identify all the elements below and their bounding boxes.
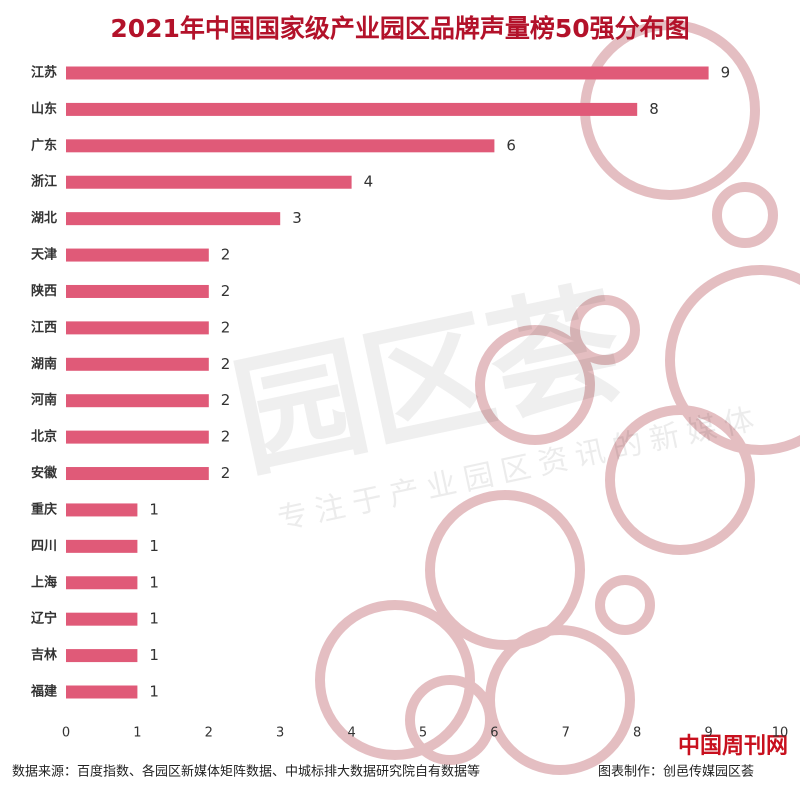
y-tick-label: 湖南 (31, 356, 57, 372)
bar (66, 102, 638, 116)
y-tick-label: 江西 (31, 319, 57, 335)
credit-note: 图表制作：创邑传媒园区荟 (598, 765, 754, 780)
value-label: 2 (221, 464, 231, 482)
y-tick-label: 安徽 (31, 465, 58, 481)
y-tick-label: 吉林 (31, 647, 57, 663)
bar (66, 430, 209, 444)
bar (66, 503, 138, 517)
y-tick-label: 四川 (31, 539, 57, 554)
x-tick-label: 10 (772, 726, 789, 741)
x-tick-label: 2 (205, 726, 213, 741)
value-label: 9 (721, 64, 731, 82)
y-tick-label: 福建 (30, 684, 57, 700)
value-label: 6 (506, 136, 516, 154)
bar (66, 576, 138, 590)
source-note: 数据来源：百度指数、各园区新媒体矩阵数据、中城标排大数据研究院自有数据等 (12, 764, 480, 780)
y-tick-label: 北京 (31, 429, 57, 445)
bar (66, 139, 495, 153)
value-label: 1 (149, 610, 159, 628)
y-tick-label: 湖北 (31, 211, 57, 226)
x-tick-label: 5 (419, 726, 427, 741)
value-label: 2 (221, 428, 231, 446)
value-label: 1 (149, 573, 159, 591)
gear-decoration (315, 20, 800, 775)
value-label: 1 (149, 537, 159, 555)
value-label: 3 (292, 209, 302, 227)
x-tick-label: 6 (490, 726, 498, 741)
x-tick-label: 4 (347, 726, 355, 741)
y-tick-label: 天津 (31, 247, 57, 263)
value-label: 1 (149, 500, 159, 518)
value-label: 2 (221, 282, 231, 300)
bar (66, 649, 138, 663)
bar (66, 321, 209, 335)
y-tick-label: 重庆 (31, 501, 57, 517)
x-tick-label: 8 (633, 726, 641, 741)
bar (66, 467, 209, 481)
value-label: 4 (364, 173, 374, 191)
bar (66, 212, 281, 226)
x-tick-label: 0 (62, 726, 70, 741)
x-tick-label: 1 (133, 726, 141, 741)
bar (66, 357, 209, 371)
y-tick-label: 上海 (31, 574, 57, 590)
y-tick-label: 山东 (31, 101, 57, 117)
x-tick-label: 9 (704, 726, 712, 741)
x-tick-label: 3 (276, 726, 284, 741)
value-label: 2 (221, 391, 231, 409)
y-tick-label: 辽宁 (31, 611, 57, 627)
bar (66, 612, 138, 626)
value-label: 2 (221, 355, 231, 373)
value-label: 8 (649, 100, 659, 118)
site-mark: 中国周刊网 (678, 733, 788, 758)
value-label: 1 (149, 646, 159, 664)
chart-title: 2021年中国国家级产业园区品牌声量榜50强分布图 (110, 14, 689, 43)
value-label: 1 (149, 683, 159, 701)
y-tick-label: 江苏 (31, 65, 57, 81)
y-tick-label: 陕西 (31, 283, 57, 299)
y-tick-label: 广东 (31, 137, 57, 153)
bar (66, 248, 209, 262)
y-tick-label: 浙江 (31, 174, 57, 190)
bar (66, 284, 209, 298)
value-label: 2 (221, 246, 231, 264)
bar (66, 175, 352, 189)
bar (66, 685, 138, 699)
bar (66, 394, 209, 408)
bar (66, 539, 138, 553)
y-tick-label: 河南 (31, 392, 57, 408)
value-label: 2 (221, 318, 231, 336)
x-tick-label: 7 (562, 726, 570, 741)
bar (66, 66, 709, 80)
